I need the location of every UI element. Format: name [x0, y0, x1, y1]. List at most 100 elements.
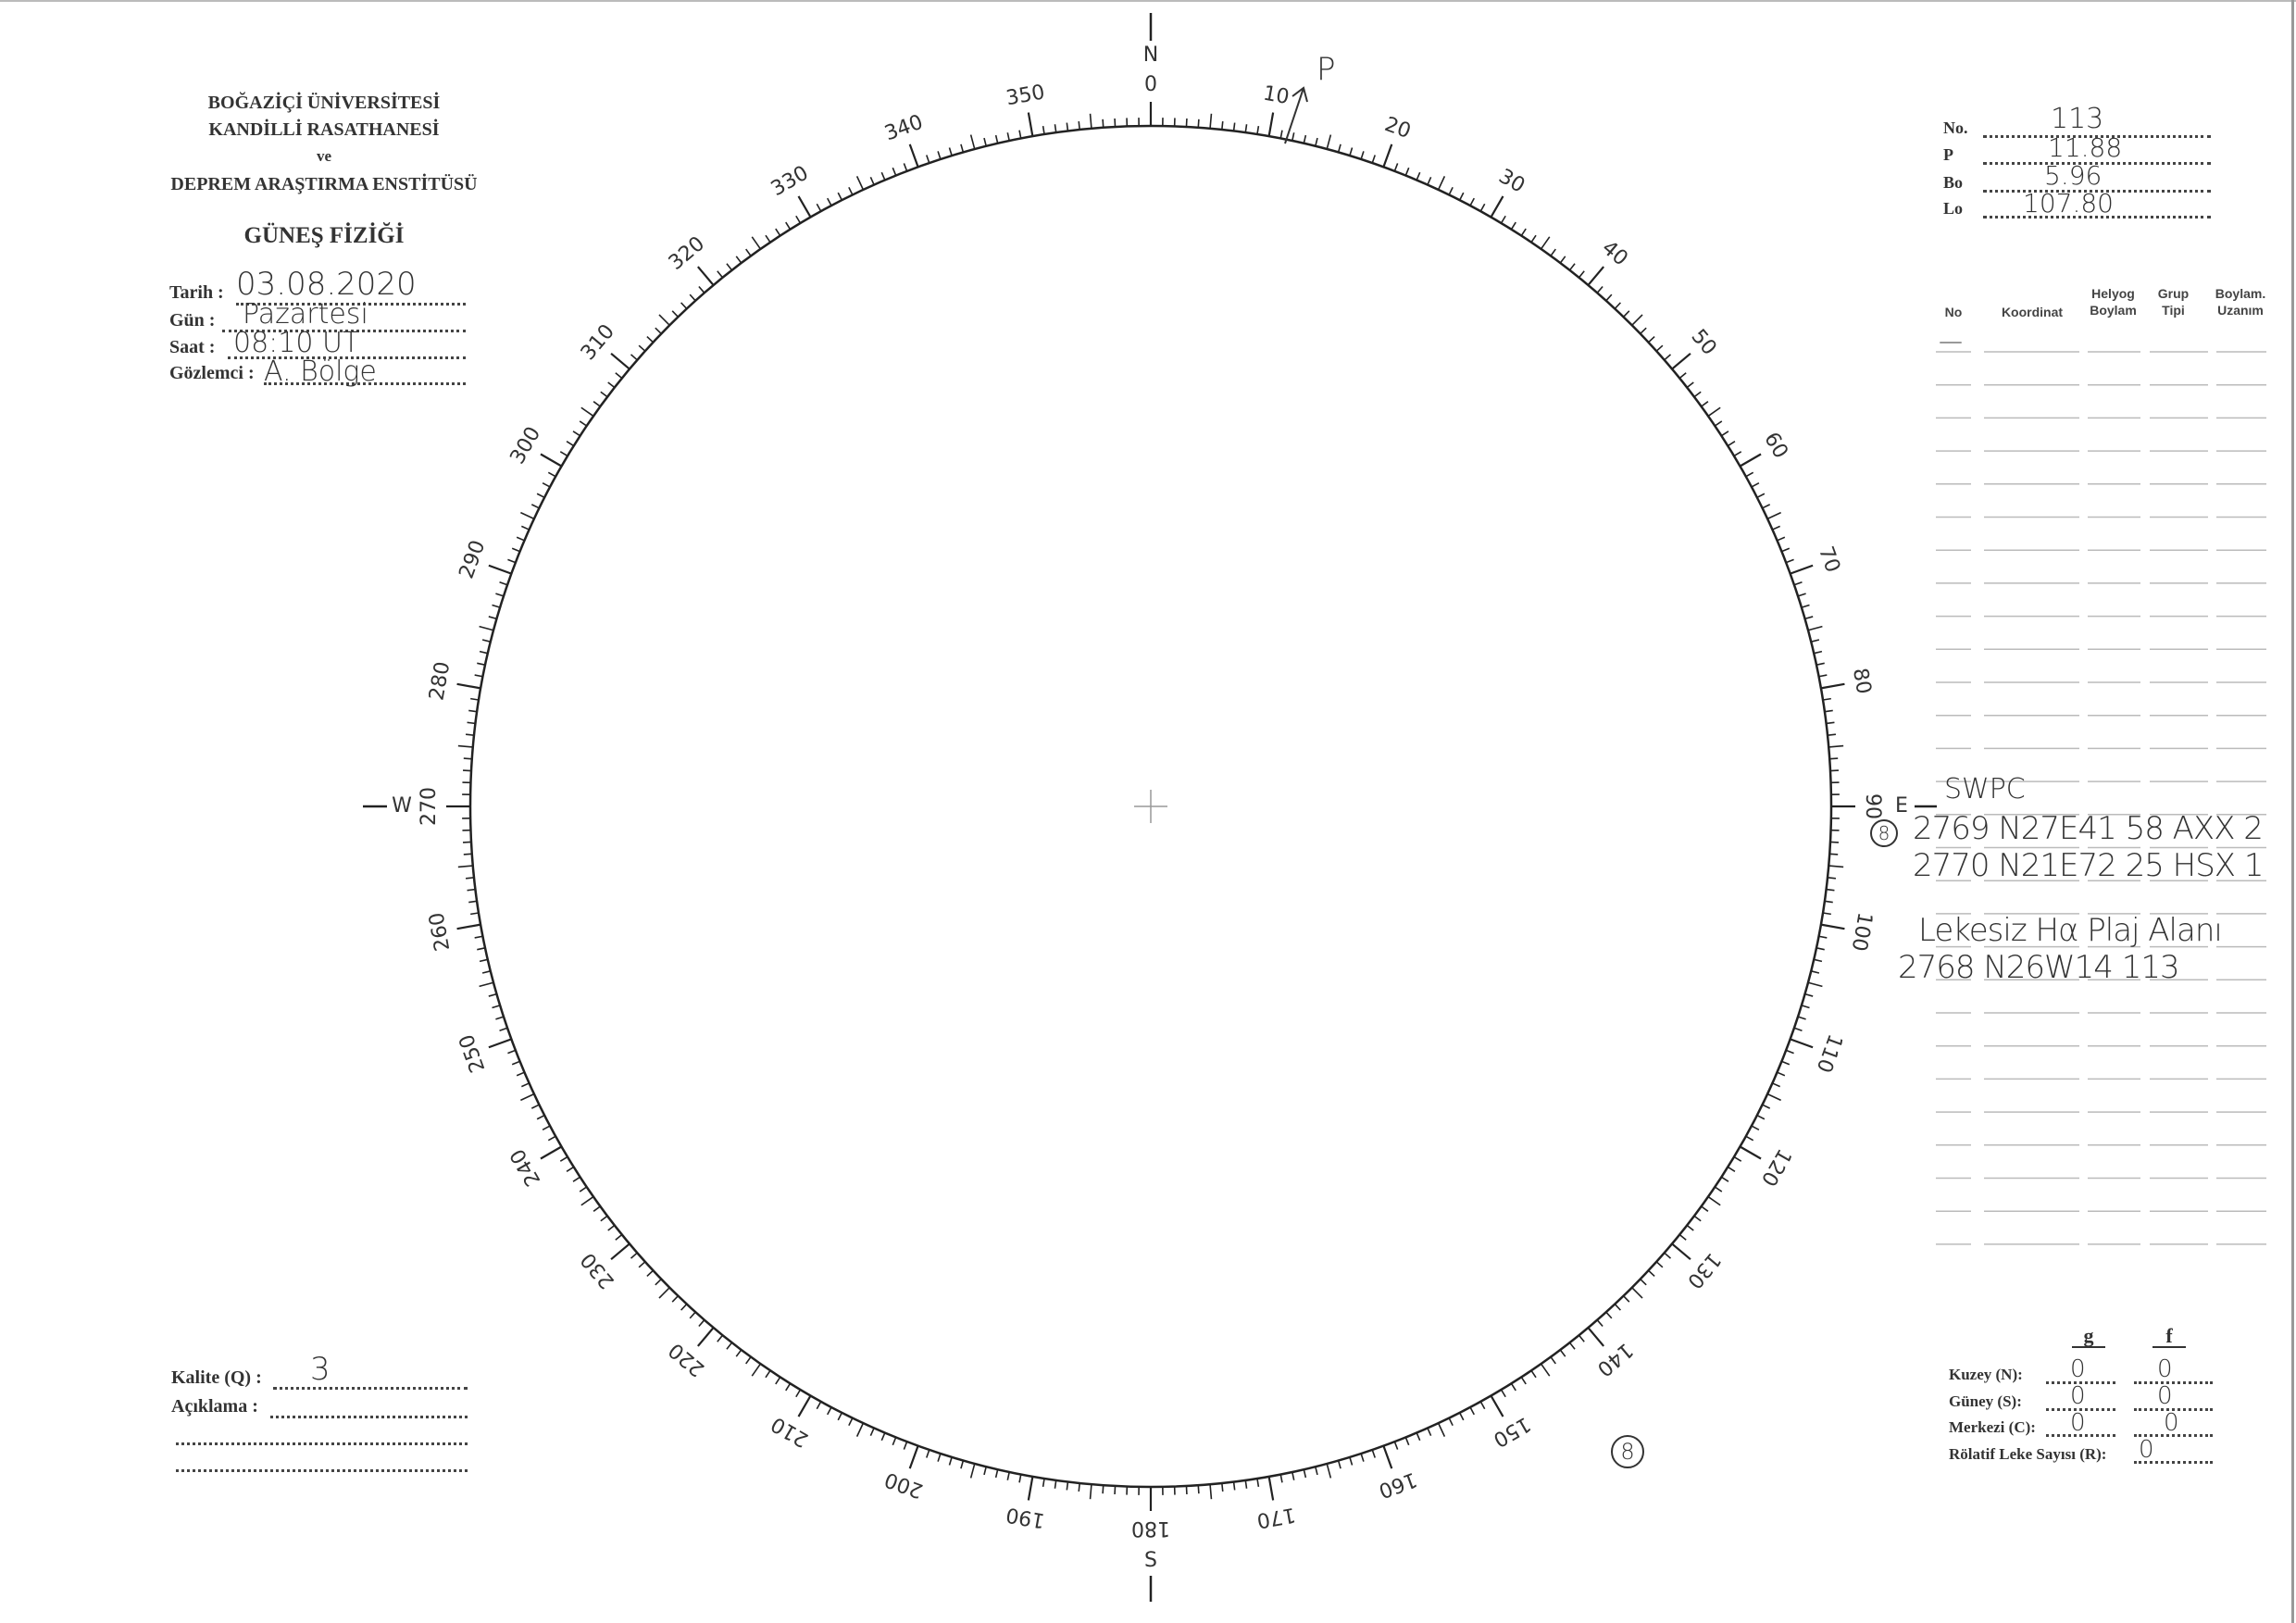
degree-tick [600, 391, 608, 398]
degree-tick [1622, 1295, 1630, 1303]
date-value[interactable]: 03.08.2020 [236, 266, 417, 303]
degree-tick [1655, 1261, 1664, 1268]
degree-tick [1785, 558, 1794, 564]
degree-label: 250 [455, 1031, 491, 1076]
degree-tick [948, 147, 953, 156]
degree-tick [1404, 1437, 1410, 1446]
degree-tick [479, 625, 494, 631]
south-f-value[interactable]: 0 [2157, 1382, 2173, 1410]
note-plage-title: Lekesiz Hα Plaj Alanı [1918, 912, 2223, 949]
param-label-no: No. [1943, 119, 1968, 137]
degree-tick [1437, 176, 1446, 191]
degree-tick [1568, 263, 1576, 271]
degree-tick [511, 1060, 520, 1066]
degree-tick [816, 1401, 822, 1410]
degree-tick [1490, 195, 1504, 218]
degree-tick [456, 682, 481, 690]
day-line [222, 330, 466, 332]
degree-tick [1221, 1482, 1224, 1492]
degree-tick [630, 354, 638, 361]
degree-label: 180 [1131, 1517, 1170, 1540]
degree-tick [479, 650, 489, 655]
degree-tick [658, 1287, 670, 1299]
degree-tick [1303, 1468, 1307, 1479]
degree-tick [1751, 1125, 1760, 1130]
degree-tick [1479, 1401, 1486, 1410]
degree-tick [1822, 912, 1831, 916]
degree-tick [1232, 122, 1236, 131]
degree-tick [1042, 126, 1045, 135]
degree-tick [646, 1269, 655, 1277]
degree-tick [680, 1303, 688, 1311]
degree-tick [615, 372, 623, 380]
degree-tick [1733, 451, 1742, 457]
north-g-value[interactable]: 0 [2070, 1355, 2086, 1383]
param-value-no[interactable]: 113 [2051, 103, 2104, 135]
degree-tick [580, 1195, 594, 1206]
degree-tick [465, 733, 475, 736]
degree-tick [520, 525, 530, 531]
degree-label: 190 [1004, 1503, 1047, 1532]
degree-tick [507, 558, 517, 564]
page-title: GÜNEŞ FİZİĞİ [243, 223, 405, 248]
degree-tick [1448, 1417, 1454, 1427]
degree-tick [869, 1428, 875, 1437]
note-plage-row: 2768 N26W14 113 [1898, 949, 2180, 986]
degree-tick [969, 1463, 976, 1479]
degree-label: 60 [1759, 429, 1792, 463]
degree-tick [1360, 1453, 1365, 1462]
degree-tick [1458, 1412, 1465, 1421]
relative-number-value[interactable]: 0 [2139, 1436, 2154, 1464]
degree-tick [474, 674, 483, 678]
degree-tick [1826, 888, 1835, 892]
degree-tick [1678, 1233, 1687, 1241]
degree-tick [1221, 120, 1224, 131]
param-value-lo[interactable]: 107.80 [2023, 188, 2114, 218]
west-label: W [392, 794, 412, 818]
degree-tick [542, 482, 551, 488]
south-g-value[interactable]: 0 [2070, 1382, 2086, 1410]
degree-tick [689, 1311, 696, 1319]
degree-tick [1733, 1155, 1742, 1162]
remark-label: Açıklama : [171, 1396, 258, 1417]
quality-value[interactable]: 3 [310, 1351, 331, 1388]
degree-tick [671, 1295, 680, 1303]
degree-tick [785, 221, 792, 231]
degree-tick [655, 327, 662, 335]
degree-label: 220 [665, 1338, 709, 1380]
degree-tick [1827, 733, 1837, 736]
degree-tick [1762, 1104, 1771, 1109]
note-row: 2769 N27E41 58 AXX 2 [1913, 810, 2264, 847]
center-f-value[interactable]: 0 [2164, 1409, 2179, 1437]
param-value-bo[interactable]: 5.96 [2044, 160, 2103, 191]
degree-tick [1777, 1071, 1786, 1077]
day-value[interactable]: Pazartesi [243, 298, 368, 331]
degree-tick [892, 1437, 897, 1446]
degree-tick [530, 504, 540, 509]
degree-tick [1707, 406, 1721, 418]
degree-tick [1404, 167, 1410, 176]
observer-value[interactable]: A. Bölge [264, 356, 377, 388]
time-value[interactable]: 08:10 UT [233, 327, 360, 359]
degree-tick [1267, 112, 1275, 137]
south-label: S [1144, 1549, 1157, 1572]
degree-tick [1739, 453, 1762, 468]
degree-tick [1810, 970, 1820, 974]
degree-tick [735, 1349, 742, 1357]
degree-label: 260 [425, 911, 455, 954]
degree-tick [827, 197, 832, 206]
degree-tick [1614, 302, 1621, 310]
param-value-p[interactable]: 11.88 [2048, 132, 2123, 163]
degree-label: 80 [1848, 667, 1875, 696]
north-f-value[interactable]: 0 [2157, 1355, 2173, 1383]
degree-tick [880, 1432, 886, 1442]
degree-tick [1727, 441, 1736, 447]
degree-tick [1640, 327, 1647, 335]
remark-line[interactable] [176, 1442, 468, 1445]
remark-line[interactable] [270, 1416, 468, 1418]
remark-line[interactable] [176, 1469, 468, 1472]
degree-tick [1701, 1205, 1709, 1212]
degree-tick [1781, 547, 1791, 553]
center-g-value[interactable]: 0 [2070, 1409, 2086, 1437]
